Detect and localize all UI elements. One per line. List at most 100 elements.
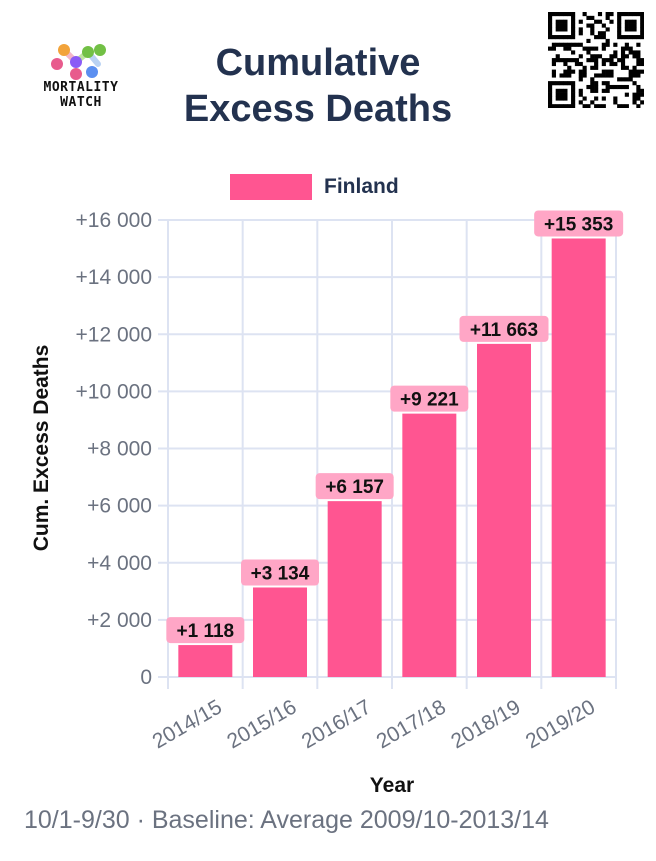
- chart-title: Cumulative Excess Deaths: [150, 40, 486, 132]
- footer-note: 10/1-9/30 · Baseline: Average 2009/10-20…: [24, 806, 549, 834]
- qr-module: [617, 58, 622, 63]
- qr-module: [551, 104, 556, 108]
- bars: [178, 238, 606, 678]
- chart-title-line1: Cumulative: [215, 42, 421, 84]
- qr-module: [620, 77, 626, 82]
- qr-module: [551, 73, 556, 78]
- qr-module: [620, 50, 626, 55]
- qr-module: [551, 46, 556, 51]
- qr-module: [551, 12, 556, 17]
- qr-module: [563, 61, 568, 67]
- bar[interactable]: [178, 645, 233, 677]
- qr-module: [563, 46, 568, 51]
- qr-module: [548, 92, 553, 97]
- x-tick-label: 2018/19: [447, 695, 524, 753]
- qr-module: [609, 54, 614, 59]
- qr-module: [609, 73, 614, 78]
- qr-module: [559, 81, 564, 86]
- qr-module: [620, 65, 626, 70]
- qr-module: [640, 58, 644, 63]
- qr-module: [555, 12, 560, 17]
- data-label-bg: [166, 617, 245, 644]
- qr-module: [632, 96, 637, 101]
- qr-module: [551, 69, 556, 74]
- qr-module: [578, 54, 583, 59]
- qr-module: [640, 100, 644, 105]
- qr-module: [628, 50, 633, 55]
- qr-module: [620, 12, 626, 17]
- qr-module: [632, 54, 637, 59]
- qr-module: [559, 23, 564, 28]
- qr-module: [601, 88, 606, 93]
- bar[interactable]: [402, 413, 457, 677]
- qr-module: [590, 15, 595, 20]
- x-tick-labels: 2014/152015/162016/172017/182018/192019/…: [149, 695, 600, 753]
- qr-module: [567, 69, 572, 74]
- qr-module: [594, 61, 599, 67]
- qr-module: [620, 35, 626, 40]
- qr-module: [559, 19, 564, 24]
- qr-module: [636, 35, 641, 40]
- qr-module: [582, 69, 587, 74]
- legend-label: Finland: [324, 175, 399, 198]
- qr-module: [594, 88, 599, 93]
- qr-module: [632, 65, 637, 70]
- qr-module: [563, 12, 568, 17]
- grid-horizontal: [158, 219, 616, 678]
- qr-module: [605, 73, 610, 78]
- qr-module: [640, 88, 644, 93]
- qr-module: [613, 96, 618, 101]
- x-axis-label: Year: [370, 774, 414, 797]
- qr-module: [571, 31, 576, 36]
- y-tick-label: +2 000: [87, 609, 152, 632]
- qr-module: [563, 92, 568, 97]
- legend[interactable]: Finland: [230, 172, 399, 202]
- qr-module: [609, 12, 614, 17]
- qr-module: [632, 100, 637, 105]
- qr-module: [590, 58, 595, 63]
- qr-module: [590, 27, 595, 32]
- qr-module: [617, 27, 622, 32]
- qr-module: [636, 96, 641, 101]
- qr-module: [563, 104, 568, 108]
- qr-module: [555, 58, 560, 63]
- qr-module: [624, 104, 629, 108]
- qr-module: [594, 96, 599, 101]
- qr-module: [632, 23, 637, 28]
- qr-module: [597, 73, 603, 78]
- qr-module: [582, 12, 587, 17]
- data-label-bg: [241, 559, 319, 586]
- qr-module: [559, 12, 564, 17]
- qr-module: [617, 31, 622, 36]
- qr-module: [590, 65, 595, 70]
- bar[interactable]: [477, 343, 531, 677]
- y-tick-labels: 0 +2 000 +4 000 +6 000 +8 000 +10 000 +12 000 +…: [76, 209, 153, 689]
- qr-module: [594, 73, 599, 78]
- bar[interactable]: [327, 501, 382, 677]
- bar[interactable]: [253, 587, 307, 677]
- qr-module: [605, 15, 610, 20]
- qr-module: [567, 73, 572, 78]
- bar-chart: +1 118 +3 134 +6 157 +9 221 +11 663 +15 353 0…: [30, 209, 624, 797]
- qr-module: [548, 19, 553, 24]
- qr-module: [640, 15, 644, 20]
- qr-module: [636, 69, 641, 74]
- bar[interactable]: [551, 238, 606, 678]
- qr-module: [609, 84, 614, 90]
- qr-module: [578, 92, 583, 97]
- qr-module: [582, 96, 587, 101]
- qr-module: [628, 19, 633, 24]
- qr-module: [594, 104, 599, 108]
- x-tick-label: 2019/20: [522, 695, 599, 753]
- qr-module: [586, 23, 591, 28]
- qr-module: [620, 104, 626, 108]
- qr-module: [571, 35, 576, 40]
- qr-module: [594, 81, 599, 86]
- qr-module: [563, 23, 568, 28]
- qr-module: [555, 81, 560, 86]
- y-tick-label: 0: [140, 666, 152, 689]
- qr-module: [632, 50, 637, 55]
- qr-module: [548, 104, 553, 108]
- qr-module: [632, 12, 637, 17]
- qr-module: [609, 19, 614, 24]
